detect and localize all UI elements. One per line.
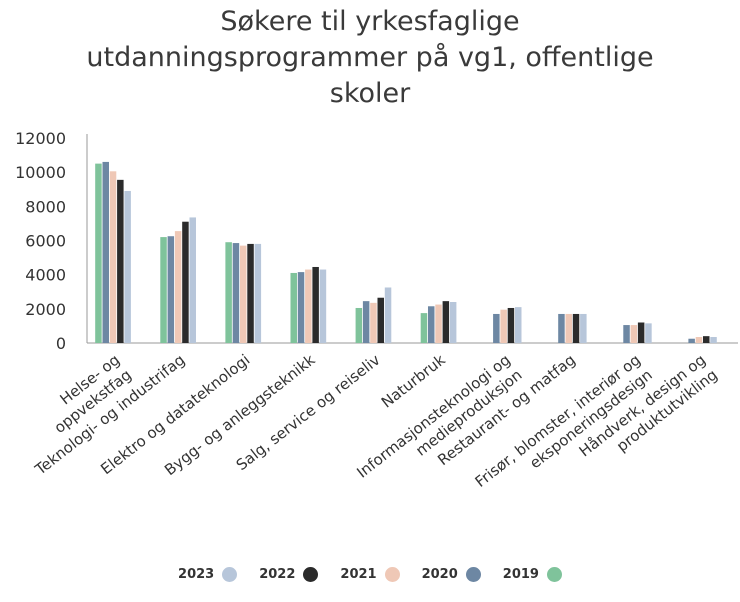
legend-swatch [303,567,319,582]
y-tick-label: 0 [56,334,66,353]
y-tick-label: 2000 [25,300,66,319]
bar [565,313,572,343]
y-tick-label: 10000 [15,163,66,182]
bar [290,272,297,343]
bar [449,302,457,343]
legend-label: 2020 [421,567,458,582]
bar [247,243,254,343]
bar [319,269,327,343]
legend: 2023 2022 2021 2020 2019 [0,567,740,582]
legend-label: 2021 [340,567,377,582]
bar [630,325,638,343]
bar [637,322,645,343]
bar [102,161,109,343]
bar [558,313,565,343]
y-tick-label: 12000 [15,129,66,148]
bar [117,179,124,343]
legend-label: 2022 [259,567,296,582]
bar [500,309,507,343]
legend-item: 2019 [503,567,562,582]
bar [305,269,312,343]
bar [695,337,703,343]
bar [189,217,196,343]
bar [623,325,630,343]
bar [109,171,117,343]
bar [514,307,522,343]
bar [370,302,377,343]
bar [435,304,442,343]
y-tick-label: 8000 [25,197,66,216]
bar [710,337,717,343]
y-tick-label: 6000 [25,232,66,251]
bar [232,243,240,343]
bar [427,306,435,343]
bar [420,313,428,343]
bar [362,301,370,343]
bar [572,313,580,343]
bar [174,231,182,343]
bar [507,307,515,343]
legend-label: 2019 [502,567,539,582]
legend-swatch [384,567,400,582]
legend-swatch [546,567,562,582]
legend-item: 2023 [178,567,238,582]
legend-label: 2023 [178,567,215,582]
bar [442,301,450,343]
bar [160,237,167,343]
legend-item: 2021 [340,567,400,582]
bar [312,266,319,343]
legend-item: 2022 [259,567,319,582]
bar [688,338,695,343]
legend-item: 2020 [422,567,481,582]
bar [384,287,392,343]
bar [182,221,189,343]
bar [167,236,175,343]
bar [124,190,131,343]
legend-swatch [222,567,238,582]
bar [254,243,262,343]
bar [702,336,710,343]
bar [580,313,587,343]
chart-title-line-2: utdanningsprogrammer på vg1, offentlige [86,42,654,73]
bar [355,307,363,343]
chart-title-line-1: Søkere til yrkesfaglige [220,6,520,37]
bar [645,323,652,343]
bar [377,297,384,343]
chart-title-line-3: skoler [329,78,411,109]
legend-swatch [465,567,481,582]
bar [225,242,232,343]
bar [239,245,247,343]
bar [95,163,102,343]
y-tick-label: 4000 [25,266,66,285]
bar [297,272,305,343]
bar [493,313,500,343]
